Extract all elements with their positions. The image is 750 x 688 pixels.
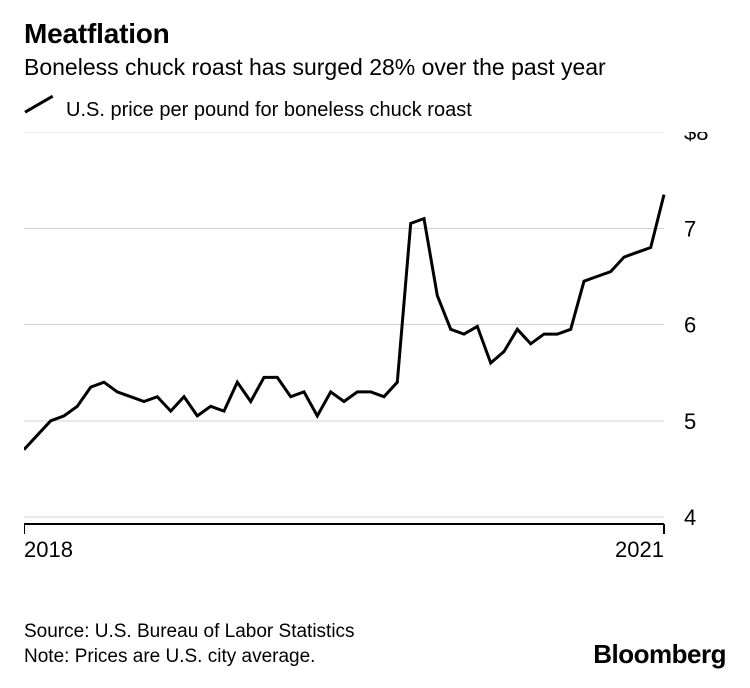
price-series — [24, 195, 664, 450]
page-subtitle: Boneless chuck roast has surged 28% over… — [24, 54, 726, 81]
note-text: Note: Prices are U.S. city average. — [24, 644, 355, 670]
legend-line-swatch-icon — [24, 95, 53, 114]
y-tick-label-top: $8 — [684, 132, 708, 145]
page-title: Meatflation — [24, 18, 726, 50]
x-tick-label: 2021 — [615, 537, 664, 562]
legend: U.S. price per pound for boneless chuck … — [24, 99, 726, 122]
y-tick-label: 7 — [684, 216, 696, 241]
y-tick-label: 5 — [684, 409, 696, 434]
y-tick-label: 6 — [684, 313, 696, 338]
source-text: Source: U.S. Bureau of Labor Statistics — [24, 619, 355, 645]
legend-label: U.S. price per pound for boneless chuck … — [66, 99, 472, 122]
footer-text: Source: U.S. Bureau of Labor Statistics … — [24, 619, 355, 670]
footer: Source: U.S. Bureau of Labor Statistics … — [24, 619, 726, 670]
brand-logo: Bloomberg — [593, 639, 726, 670]
x-tick-label: 2018 — [24, 537, 73, 562]
y-tick-label: 4 — [684, 505, 696, 530]
chart-card: Meatflation Boneless chuck roast has sur… — [0, 0, 750, 688]
chart-area: 4 5 6 7 $8 2018 2021 — [24, 132, 726, 572]
line-chart: 4 5 6 7 $8 2018 2021 — [24, 132, 726, 572]
